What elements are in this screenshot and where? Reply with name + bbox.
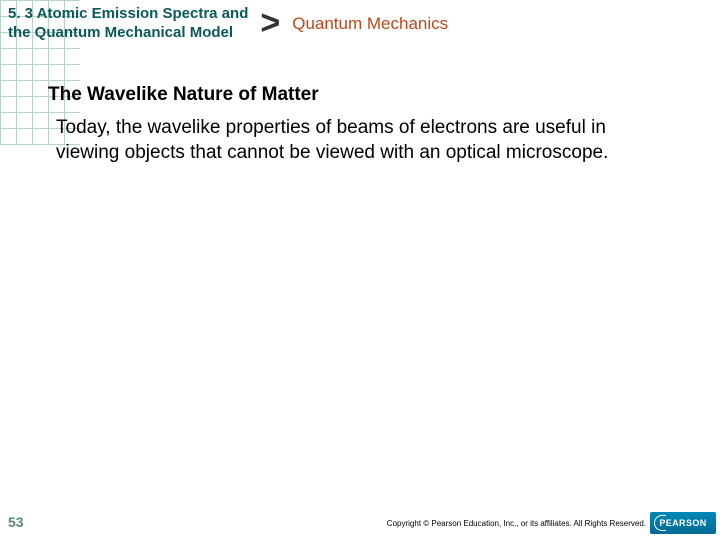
- section-title-line1: 5. 3 Atomic Emission Spectra and: [8, 5, 248, 22]
- chevron-icon: >: [260, 4, 280, 43]
- section-title-line2: the Quantum Mechanical Model: [8, 24, 233, 41]
- slide-header: 5. 3 Atomic Emission Spectra and the Qua…: [8, 4, 712, 43]
- pearson-logo: PEARSON: [650, 512, 716, 534]
- copyright-text: Copyright © Pearson Education, Inc., or …: [387, 519, 646, 528]
- sub-heading: The Wavelike Nature of Matter: [48, 84, 319, 106]
- topic-label: Quantum Mechanics: [292, 14, 448, 34]
- logo-text: PEARSON: [659, 518, 706, 528]
- body-paragraph: Today, the wavelike properties of beams …: [56, 116, 664, 165]
- section-title: 5. 3 Atomic Emission Spectra and the Qua…: [8, 5, 248, 43]
- logo-arc-icon: [654, 515, 666, 531]
- page-number: 53: [8, 514, 24, 530]
